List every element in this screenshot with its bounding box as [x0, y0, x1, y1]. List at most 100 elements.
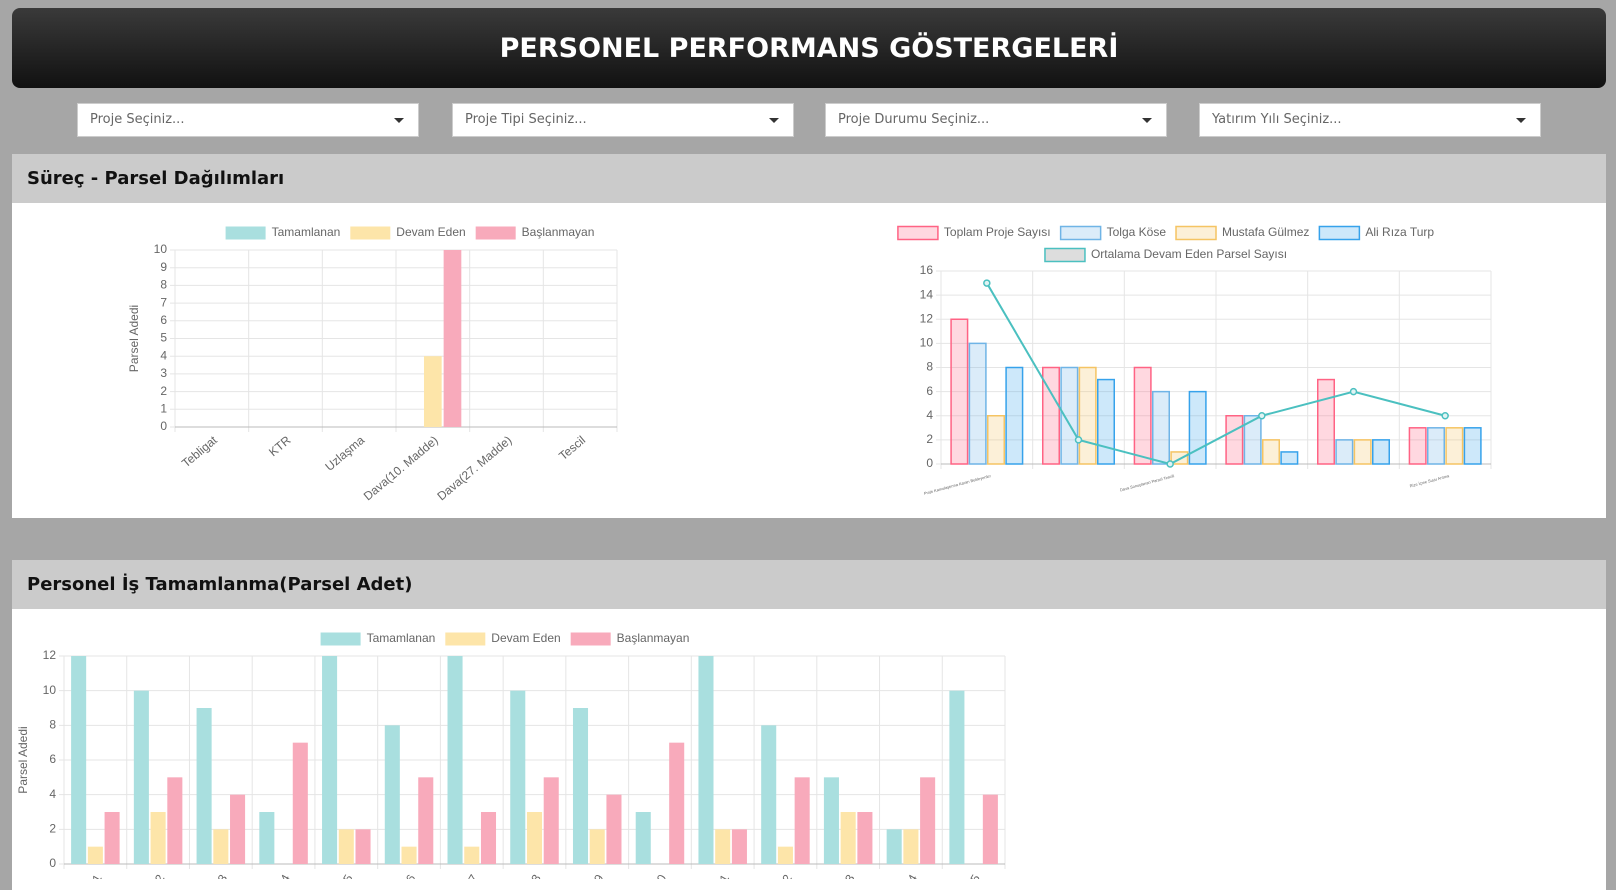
section-title: Personel İş Tamamlanma(Parsel Adet) [12, 560, 1606, 609]
x-tick-label: l-10 [647, 872, 669, 879]
x-tick-label: l-2 [149, 872, 168, 879]
bar [1463, 427, 1482, 465]
bar [71, 656, 87, 864]
legend-swatch [225, 226, 266, 240]
point [1441, 412, 1449, 420]
bar [1408, 427, 1427, 465]
bar [167, 777, 183, 864]
bar [423, 356, 442, 427]
project-type-select[interactable]: Proje Tipi Seçiniz... [452, 103, 794, 137]
bar [1152, 390, 1170, 465]
bar [1372, 439, 1390, 465]
legend-swatch [1059, 225, 1102, 241]
bar [1188, 390, 1207, 465]
bar [857, 812, 873, 864]
bar [949, 690, 965, 864]
y-tick-label: 0 [926, 456, 933, 470]
x-tick-label: l-8 [525, 872, 544, 879]
bar [606, 794, 622, 864]
bar [543, 777, 559, 864]
bar [464, 846, 480, 864]
y-tick-label: 7 [160, 295, 167, 309]
bar [794, 777, 810, 864]
bar [1005, 366, 1024, 465]
x-tick-label: l-7 [462, 872, 481, 879]
y-tick-label: 4 [926, 408, 933, 422]
bar [1097, 378, 1115, 465]
y-tick-label: 12 [43, 648, 57, 662]
project-status-select[interactable]: Proje Durumu Seçiniz... [825, 103, 1167, 137]
line [985, 282, 1446, 466]
y-tick-label: 1 [160, 401, 167, 415]
y-tick-label: 4 [160, 348, 167, 362]
bar [322, 656, 338, 864]
x-tick-label: Tescil [556, 433, 588, 463]
y-tick-label: 0 [49, 856, 56, 870]
bar [1427, 427, 1445, 465]
y-tick-label: 6 [926, 384, 933, 398]
legend-swatch [320, 632, 361, 646]
y-axis-title: Parsel Adedi [16, 726, 30, 793]
legend-swatch [445, 632, 486, 646]
legend-swatch [570, 632, 611, 646]
bar [133, 690, 149, 864]
legend-swatch [1175, 225, 1217, 241]
y-tick-label: 5 [160, 331, 167, 345]
legend-item: Devam Eden [350, 225, 466, 240]
legend-swatch [1044, 247, 1086, 263]
legend-item: Başlanmayan [570, 631, 689, 646]
bar [1243, 415, 1262, 465]
y-axis-title: Parsel Adedi [127, 305, 141, 372]
project-select[interactable]: Proje Seçiniz... [77, 103, 419, 137]
bar [87, 846, 103, 864]
x-tick-label: l-11 [710, 872, 732, 879]
y-tick-label: 10 [154, 242, 168, 256]
bar [1280, 451, 1299, 465]
point [983, 279, 991, 287]
legend-item: Tamamlanan [320, 631, 436, 646]
y-tick-label: 2 [160, 384, 167, 398]
bar [259, 812, 275, 864]
y-tick-label: 14 [920, 287, 934, 301]
bar [761, 725, 777, 864]
bar [1353, 439, 1372, 465]
x-tick-label: l-13 [835, 872, 857, 879]
point [1258, 412, 1266, 420]
bar [1042, 366, 1060, 465]
y-tick-label: 2 [926, 432, 933, 446]
bar [1133, 366, 1152, 465]
bar [526, 812, 543, 864]
year-select[interactable]: Yatırım Yılı Seçiniz... [1199, 103, 1541, 137]
legend-item: Ali Rıza Turp [1318, 225, 1434, 241]
bar [1060, 366, 1079, 465]
legend-label: Tolga Köse [1107, 225, 1167, 239]
legend-label: Tamamlanan [272, 225, 341, 239]
bar [510, 690, 526, 864]
y-tick-label: 10 [43, 683, 57, 697]
bar [401, 846, 417, 864]
x-tick-label: l-15 [961, 872, 983, 879]
legend-swatch [1318, 225, 1361, 241]
x-tick-label: l-14 [898, 872, 920, 879]
legend-label: Tamamlanan [367, 631, 436, 645]
legend-item: Ortalama Devam Eden Parsel Sayısı [1044, 247, 1287, 263]
bar [903, 829, 919, 864]
bar [443, 250, 462, 427]
bar [698, 656, 714, 864]
legend-label: Mustafa Gülmez [1222, 225, 1309, 239]
x-tick-label: KTR [266, 433, 294, 459]
bar [920, 777, 936, 864]
y-tick-label: 8 [926, 360, 933, 374]
section-title: Süreç - Parsel Dağılımları [12, 154, 1606, 203]
bar [1317, 378, 1335, 465]
x-tick-label: Uzlaşma [322, 433, 367, 474]
page-title: PERSONEL PERFORMANS GÖSTERGELERİ [12, 8, 1606, 88]
legend-item: Mustafa Gülmez [1175, 225, 1309, 241]
bar [715, 829, 731, 864]
y-tick-label: 0 [160, 419, 167, 433]
x-tick-label: Rize İçme Suyu Arıtma [1409, 473, 1450, 489]
y-tick-label: 12 [920, 311, 934, 325]
legend-label: Başlanmayan [522, 225, 595, 239]
bar [213, 829, 229, 864]
